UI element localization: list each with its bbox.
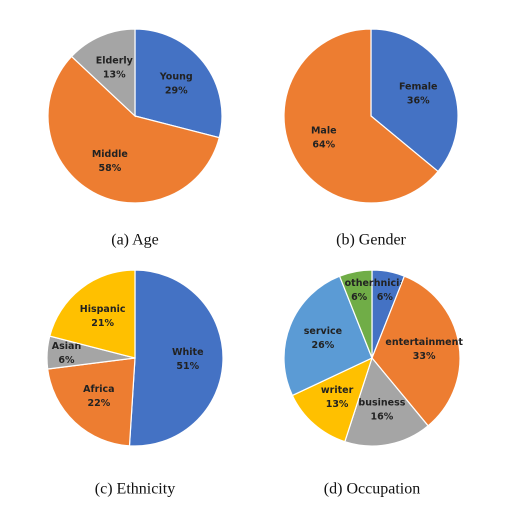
slice-value-label: 51% <box>176 361 199 372</box>
slice-label: Hispanic <box>80 304 126 315</box>
pie-slice <box>338 269 373 359</box>
slice-label: Middle <box>92 149 128 160</box>
slice-label: Female <box>399 81 438 92</box>
pie-slice <box>283 28 439 204</box>
slice-value-label: 13% <box>326 399 349 410</box>
slice-label: White <box>172 347 203 358</box>
slice-value-label: 21% <box>91 318 114 329</box>
slice-value-label: 22% <box>87 398 110 409</box>
pie-chart: technician 6% entertainment 33% business 16% w… <box>283 269 463 498</box>
slice-label: writer <box>321 385 354 396</box>
pie-slice <box>371 275 461 427</box>
slice-label: Elderly <box>96 56 134 67</box>
pie-slice <box>344 356 429 447</box>
chart-caption: (c) Ethnicity <box>95 481 175 498</box>
slice-value-label: 29% <box>165 86 188 97</box>
slice-value-label: 36% <box>407 95 430 106</box>
slice-value-label: 6% <box>377 292 394 303</box>
slice-label: technician <box>357 278 413 289</box>
pie-slice <box>70 28 136 118</box>
slice-value-label: 58% <box>98 163 121 174</box>
slice-value-label: 16% <box>371 411 394 422</box>
slice-label: business <box>358 397 405 408</box>
pie-slice <box>134 28 223 139</box>
pie-chart: White 51% Africa 22% Asian 6% Hispanic 21% (c) E… <box>46 269 224 498</box>
pie-chart: Young 29% Middle 58% Elderly 13% (a) Age <box>47 28 223 249</box>
slice-value-label: 6% <box>351 292 368 303</box>
slice-value-label: 33% <box>413 351 436 362</box>
pie-slice <box>128 269 224 447</box>
chart-caption: (d) Occupation <box>324 481 420 498</box>
chart-caption: (b) Gender <box>336 232 406 249</box>
pie-slice <box>283 275 373 397</box>
chart-caption: (a) Age <box>111 232 159 249</box>
slice-label: Male <box>311 126 337 137</box>
pie-slice <box>49 269 136 359</box>
pie-slice <box>370 28 459 173</box>
slice-label: Young <box>159 72 193 83</box>
pie-chart: Female 36% Male 64% (b) Gender <box>283 28 459 249</box>
slice-label: other <box>345 278 374 289</box>
slice-label: service <box>304 326 342 337</box>
pie-slice <box>291 356 373 443</box>
slice-label: Asian <box>52 341 82 352</box>
slice-label: Africa <box>83 384 114 395</box>
slice-label: entertainment <box>385 337 463 348</box>
pie-slice <box>47 357 136 447</box>
slice-value-label: 26% <box>312 340 335 351</box>
slice-value-label: 64% <box>312 140 335 151</box>
slice-value-label: 13% <box>103 70 126 81</box>
slice-value-label: 6% <box>58 355 75 366</box>
pie-slice <box>47 55 220 204</box>
